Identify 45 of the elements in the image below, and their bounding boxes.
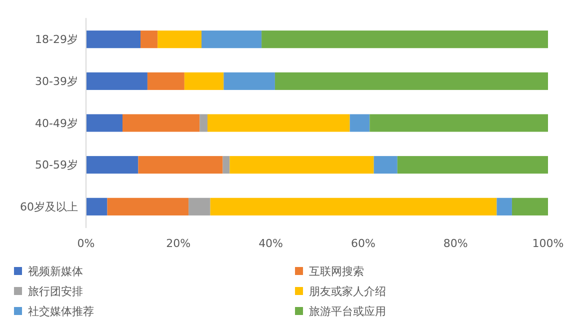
bar <box>86 156 138 174</box>
legend-label: 旅游平台或应用 <box>309 304 386 318</box>
bar <box>496 198 512 216</box>
bar <box>512 198 548 216</box>
bar <box>210 198 497 216</box>
bar <box>370 114 548 132</box>
x-tick-label: 100% <box>532 237 564 250</box>
x-tick-label: 20% <box>166 237 191 250</box>
bar <box>200 114 208 132</box>
y-tick-label: 40-49岁 <box>35 116 78 130</box>
bar <box>184 72 224 90</box>
bar <box>230 156 374 174</box>
legend-label: 旅行团安排 <box>28 284 83 298</box>
y-tick-label: 50-59岁 <box>35 158 78 172</box>
bar <box>224 72 275 90</box>
y-tick-label: 30-39岁 <box>35 75 78 88</box>
bar <box>397 156 548 174</box>
bar <box>374 156 398 174</box>
legend-label: 朋友或家人介绍 <box>309 284 386 298</box>
bar <box>208 114 350 132</box>
legend-label: 视频新媒体 <box>28 264 83 278</box>
bar <box>188 198 210 216</box>
bar <box>86 198 108 216</box>
bar <box>158 30 202 48</box>
x-tick-label: 40% <box>258 237 284 250</box>
bar <box>262 30 548 48</box>
bar <box>147 72 184 90</box>
x-tick-label: 80% <box>443 237 468 250</box>
bar <box>350 114 370 132</box>
bar <box>138 156 223 174</box>
legend-label: 互联网搜索 <box>309 264 364 278</box>
bar <box>107 198 189 216</box>
legend-label: 社交媒体推荐 <box>28 304 94 318</box>
y-tick-label: 60岁及以上 <box>20 200 78 214</box>
bar <box>140 30 158 48</box>
y-tick-label: 18-29岁 <box>35 33 78 46</box>
x-tick-label: 0% <box>77 237 95 250</box>
x-tick-label: 60% <box>350 237 376 250</box>
bar <box>222 156 230 174</box>
bar <box>86 30 141 48</box>
bar <box>86 72 148 90</box>
bar <box>122 114 200 132</box>
bar <box>86 114 122 132</box>
bar <box>202 30 262 48</box>
bar <box>274 72 548 90</box>
